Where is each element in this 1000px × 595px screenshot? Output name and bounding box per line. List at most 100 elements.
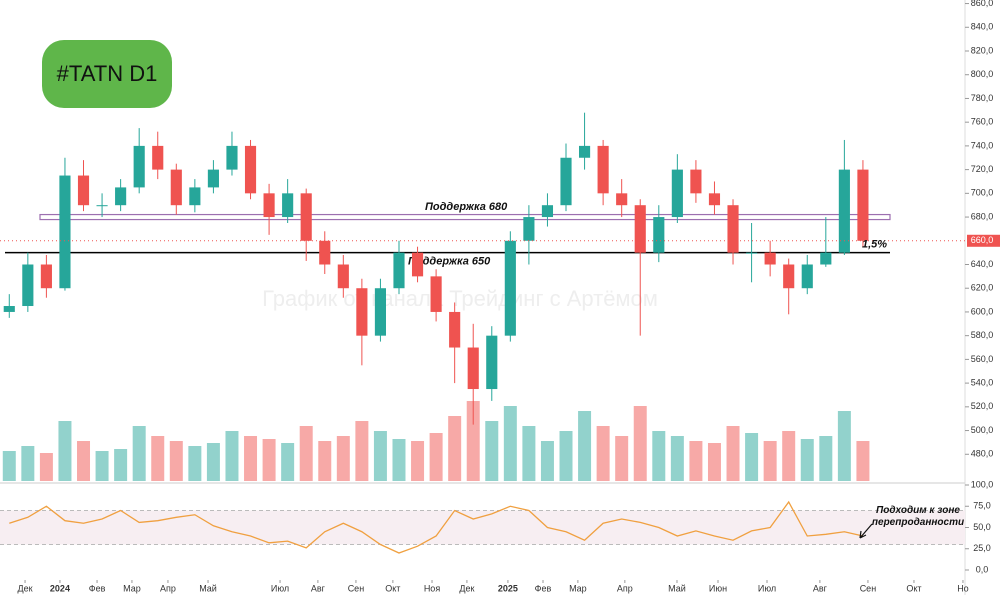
x-tick-label: Сен	[348, 583, 365, 593]
last-price-box	[967, 234, 1000, 247]
volume-bar	[411, 441, 425, 481]
volume-bar	[58, 421, 72, 481]
candle-body	[504, 240, 516, 336]
candle-body	[597, 145, 609, 194]
volume-bar	[169, 441, 183, 481]
y-tick-label: 820,0	[971, 45, 994, 55]
volume-bar	[21, 446, 35, 481]
candle-body	[708, 193, 721, 206]
volume-bar	[355, 421, 369, 481]
candle-body	[801, 264, 813, 289]
candle-body	[170, 169, 182, 206]
x-tick-label: Июн	[709, 583, 727, 593]
y-tick-label: 840,0	[971, 22, 994, 32]
volume-bar	[466, 401, 480, 481]
candle-body	[486, 335, 498, 390]
candle-body	[207, 169, 219, 188]
volume-bar	[206, 443, 220, 481]
volume-bar	[77, 441, 91, 481]
y-tick-label: 600,0	[971, 306, 994, 316]
x-tick-label: Мар	[123, 583, 141, 593]
chart-title: #TATN D1	[57, 61, 158, 86]
volume-bar	[615, 436, 629, 481]
volume-bar	[596, 426, 610, 481]
watermark: График от канала Трейдинг с Артёмом	[262, 286, 658, 311]
support-zone	[39, 213, 891, 221]
candle-body	[300, 193, 312, 241]
volume-bar	[800, 439, 814, 481]
candle-body	[393, 252, 405, 289]
volume-bar	[336, 436, 350, 481]
x-tick-label: Авг	[311, 583, 326, 593]
y-tick-label: 25,0	[973, 543, 991, 553]
x-tick-label: 2025	[498, 583, 518, 593]
volume-bar	[503, 406, 517, 481]
y-tick-label: 640,0	[971, 259, 994, 269]
candle-body	[560, 157, 572, 206]
candle-body	[244, 145, 257, 194]
rsi-band	[0, 510, 965, 545]
candle-body	[857, 169, 869, 241]
volume-bar	[39, 453, 53, 481]
candle-body	[40, 264, 52, 289]
volume-bar	[95, 451, 109, 481]
candle-body	[764, 252, 776, 265]
candle-body	[337, 264, 349, 289]
candle-body	[282, 193, 294, 218]
candle-body	[411, 252, 424, 277]
volume-bar	[819, 436, 833, 481]
volume-bar	[633, 406, 647, 481]
volume-bar	[763, 441, 777, 481]
volume-bar	[559, 431, 573, 481]
volume-bar	[262, 439, 276, 481]
y-tick-label: 100,0	[971, 479, 994, 489]
volume-bar	[726, 426, 740, 481]
x-tick-label: Дек	[18, 583, 33, 593]
level-label: Поддержка 680	[425, 201, 508, 213]
x-tick-label: Апр	[617, 583, 633, 593]
y-tick-label: 500,0	[971, 425, 994, 435]
x-tick-label: Дек	[459, 583, 474, 593]
arrow	[859, 523, 873, 539]
candle-body	[579, 145, 591, 158]
candle-body	[634, 205, 646, 253]
y-tick-label: 800,0	[971, 69, 994, 79]
candle-body	[838, 169, 850, 253]
candle-body	[77, 175, 90, 206]
candle-body	[226, 145, 238, 170]
candle-body	[189, 187, 201, 206]
x-tick-label: Фев	[89, 583, 106, 593]
y-tick-label: 760,0	[971, 117, 994, 127]
y-tick-label: 560,0	[971, 354, 994, 364]
candle-body	[690, 169, 702, 194]
x-tick-label: Май	[199, 583, 217, 593]
last-price-label: 660,0	[971, 235, 994, 245]
volume-bar	[707, 443, 721, 481]
candle-body	[263, 193, 275, 218]
x-tick-label: Сен	[860, 583, 877, 593]
volume-bar	[281, 443, 295, 481]
level-label: Поддержка 650	[408, 256, 491, 268]
y-tick-label: 580,0	[971, 330, 994, 340]
volume-bar	[132, 426, 146, 481]
candle-body	[467, 347, 479, 390]
volume-bar	[299, 426, 313, 481]
candle-body	[616, 193, 628, 206]
y-tick-label: 700,0	[971, 188, 994, 198]
candle-body	[523, 217, 535, 241]
rsi-annotation: Подходим к зоне перепроданности	[872, 505, 964, 528]
volume-bar	[448, 416, 462, 481]
volume-bar	[225, 431, 239, 481]
x-tick-label: Окт	[385, 583, 400, 593]
x-tick-label: Окт	[906, 583, 921, 593]
volume-bar	[151, 436, 165, 481]
x-tick-label: Мар	[569, 583, 587, 593]
x-tick-label: Апр	[160, 583, 176, 593]
volume-bar	[2, 451, 16, 481]
candle-body	[449, 311, 461, 348]
candle-body	[727, 205, 739, 253]
y-tick-label: 780,0	[971, 93, 994, 103]
y-tick-label: 480,0	[971, 449, 994, 459]
candle-body	[319, 240, 331, 265]
